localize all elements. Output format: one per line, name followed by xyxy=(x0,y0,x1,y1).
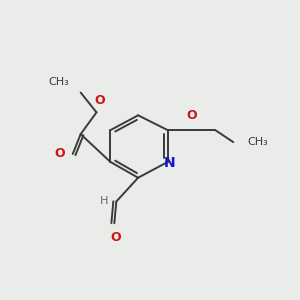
Text: H: H xyxy=(100,196,108,206)
Text: O: O xyxy=(94,94,105,107)
Text: O: O xyxy=(110,231,121,244)
Text: O: O xyxy=(54,148,65,160)
Text: CH₃: CH₃ xyxy=(247,137,268,147)
Text: CH₃: CH₃ xyxy=(48,76,69,87)
Text: O: O xyxy=(186,109,197,122)
Text: N: N xyxy=(164,156,176,170)
